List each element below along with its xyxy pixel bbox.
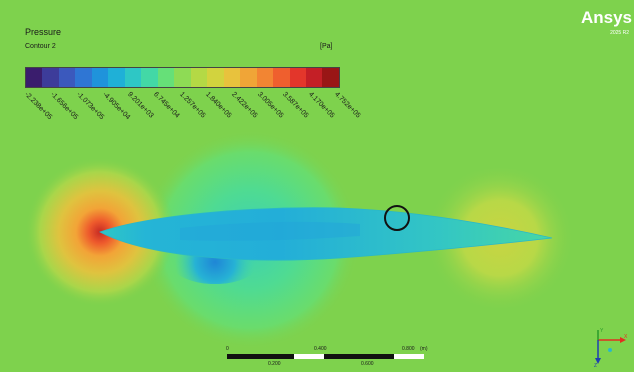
axis-z-label: Z — [594, 363, 597, 368]
legend-title: Pressure — [25, 27, 62, 37]
legend-color-swatch — [58, 68, 76, 87]
legend-color-swatch — [75, 68, 92, 87]
legend-color-swatch — [207, 68, 224, 87]
scale-unit: (m) — [420, 346, 428, 352]
legend-color-swatch — [141, 68, 158, 87]
scale-label: 0.400 — [314, 346, 327, 352]
ansys-logo: Ansys — [580, 8, 632, 27]
legend-color-swatch — [273, 68, 290, 87]
legend-color-swatch — [174, 68, 191, 87]
legend-color-swatch — [42, 68, 59, 87]
legend-color-swatch — [223, 68, 241, 87]
scale-label: 0.800 — [402, 346, 415, 352]
color-legend-bar[interactable] — [25, 67, 340, 88]
scale-segment — [324, 354, 394, 359]
scale-segment — [394, 354, 424, 359]
scale-label: 0.200 — [268, 361, 281, 367]
legend-color-swatch — [108, 68, 125, 87]
scale-segment — [227, 354, 294, 359]
legend-subtitle: Contour 2 — [25, 43, 56, 50]
axis-x-label: X — [624, 334, 628, 340]
legend-color-swatch — [26, 68, 43, 87]
axis-triad[interactable]: X Y Z — [590, 328, 630, 368]
legend-color-swatch — [190, 68, 208, 87]
body-highlight — [180, 221, 360, 241]
legend-units: [Pa] — [320, 43, 333, 50]
ansys-version: 2025 R2 — [610, 30, 629, 36]
axis-y-label: Y — [600, 328, 604, 334]
scale-label: 0.600 — [361, 361, 374, 367]
legend-color-swatch — [91, 68, 109, 87]
probe-marker[interactable] — [384, 205, 410, 231]
legend-color-swatch — [124, 68, 142, 87]
scale-label: 0 — [226, 346, 229, 352]
legend-color-swatch — [289, 68, 306, 87]
legend-color-swatch — [157, 68, 175, 87]
scale-segment — [294, 354, 324, 359]
legend-color-swatch — [256, 68, 274, 87]
legend-color-swatch — [305, 68, 323, 87]
legend-color-swatch — [240, 68, 257, 87]
legend-color-swatch — [322, 68, 339, 87]
